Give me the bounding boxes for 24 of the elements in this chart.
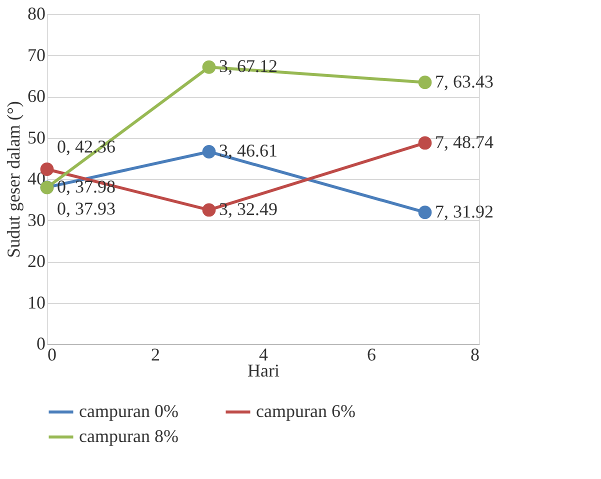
point	[202, 60, 216, 74]
y-tick-label: 80	[28, 4, 46, 24]
x-tick-label: 8	[470, 344, 480, 364]
y-tick-label: 10	[28, 292, 46, 312]
y-axis-title: Sudut geser dalam (°)	[4, 101, 24, 258]
x-tick-label: 6	[367, 344, 376, 364]
point	[418, 76, 432, 90]
point	[418, 206, 432, 220]
point	[202, 203, 216, 217]
point	[202, 145, 216, 158]
data-label: 7, 31.92	[435, 201, 494, 222]
legend-label: campuran 6%	[256, 401, 356, 421]
y-tick-label: 20	[28, 251, 46, 271]
data-label: 0, 37.93	[57, 198, 116, 219]
x-tick-label: 2	[151, 344, 160, 364]
data-label: 7, 48.74	[435, 132, 494, 152]
y-tick-label: 30	[28, 210, 46, 230]
legend-label: campuran 8%	[79, 426, 178, 446]
legend-label: campuran 0%	[79, 401, 178, 421]
y-tick-label: 50	[28, 127, 46, 148]
data-label: 7, 63.43	[435, 71, 494, 92]
y-tick-label: 60	[28, 86, 46, 106]
y-tick-label: 70	[28, 44, 46, 65]
point	[418, 136, 432, 150]
